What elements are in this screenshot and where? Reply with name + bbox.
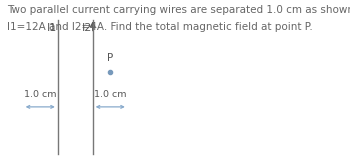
Text: I1=12A and I2=4A. Find the total magnetic field at point P.: I1=12A and I2=4A. Find the total magneti… <box>7 22 313 32</box>
Text: Two parallel current carrying wires are separated 1.0 cm as shown in the figure.: Two parallel current carrying wires are … <box>7 5 350 15</box>
Text: 1.0 cm: 1.0 cm <box>94 90 126 99</box>
Text: I2: I2 <box>82 23 92 33</box>
Text: 1.0 cm: 1.0 cm <box>24 90 56 99</box>
Text: I1: I1 <box>47 23 57 33</box>
Text: P: P <box>107 53 113 63</box>
